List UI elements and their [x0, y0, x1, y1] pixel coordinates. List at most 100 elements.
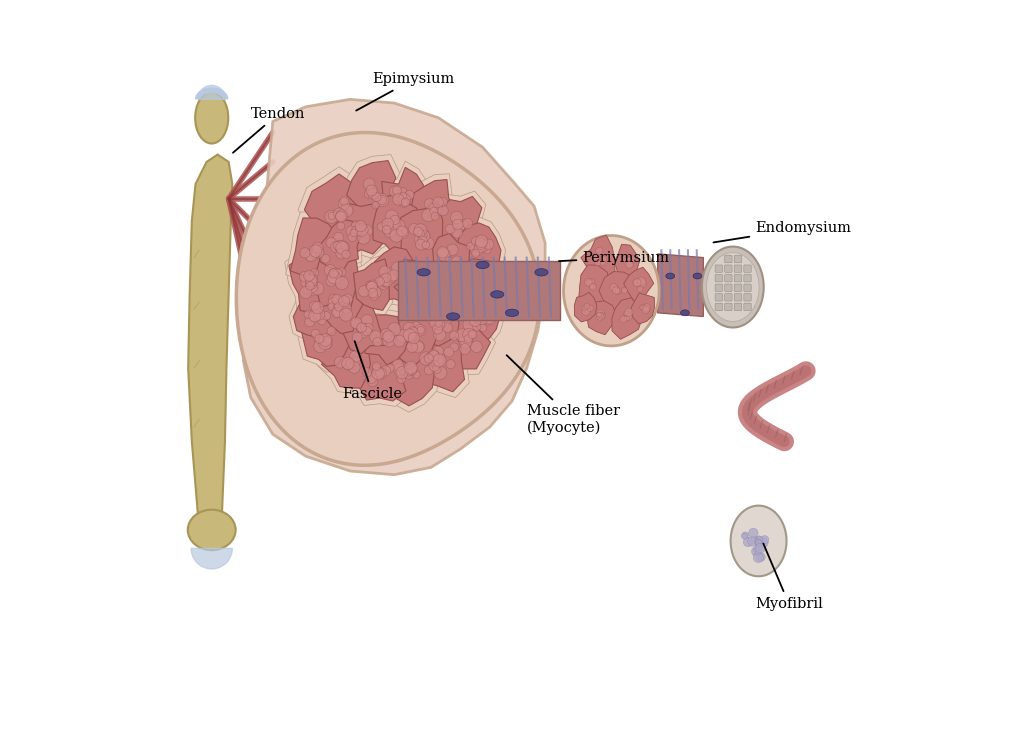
Circle shape [380, 328, 392, 340]
Circle shape [415, 325, 426, 336]
Circle shape [584, 303, 590, 309]
Circle shape [467, 242, 474, 250]
Circle shape [370, 330, 382, 343]
Circle shape [323, 340, 332, 349]
Polygon shape [384, 303, 441, 374]
Circle shape [358, 227, 366, 235]
Circle shape [625, 308, 633, 316]
Circle shape [334, 208, 345, 219]
FancyBboxPatch shape [725, 275, 732, 282]
FancyBboxPatch shape [734, 303, 741, 311]
Circle shape [356, 323, 367, 333]
Circle shape [428, 315, 438, 325]
Polygon shape [346, 160, 396, 226]
Circle shape [388, 322, 401, 336]
Polygon shape [285, 248, 340, 318]
Circle shape [463, 328, 475, 341]
Circle shape [477, 279, 487, 289]
Polygon shape [614, 244, 639, 279]
Circle shape [393, 219, 406, 232]
Ellipse shape [476, 261, 489, 269]
Circle shape [355, 221, 367, 232]
Circle shape [322, 339, 331, 349]
Polygon shape [289, 254, 336, 312]
Circle shape [417, 230, 425, 238]
Polygon shape [336, 292, 392, 359]
Circle shape [313, 339, 327, 353]
Circle shape [315, 334, 324, 343]
FancyBboxPatch shape [725, 265, 732, 272]
Circle shape [309, 245, 322, 258]
Polygon shape [367, 241, 419, 308]
Polygon shape [342, 155, 400, 232]
Circle shape [335, 356, 346, 368]
Circle shape [761, 536, 769, 544]
Circle shape [342, 357, 354, 369]
Circle shape [610, 283, 617, 291]
Circle shape [348, 361, 360, 373]
Circle shape [335, 302, 343, 311]
Circle shape [410, 283, 419, 291]
Polygon shape [382, 167, 427, 224]
Circle shape [336, 241, 349, 255]
Circle shape [454, 289, 466, 302]
Circle shape [757, 553, 765, 562]
Circle shape [305, 316, 314, 327]
Circle shape [346, 226, 356, 236]
Circle shape [305, 277, 317, 289]
Circle shape [340, 204, 353, 217]
Circle shape [415, 234, 425, 244]
Ellipse shape [187, 509, 236, 551]
Text: Myofibril: Myofibril [755, 543, 822, 611]
Circle shape [431, 204, 440, 213]
Circle shape [399, 272, 407, 280]
Circle shape [311, 282, 324, 295]
Circle shape [404, 370, 414, 379]
Circle shape [337, 222, 345, 230]
Polygon shape [599, 272, 635, 313]
Circle shape [368, 188, 379, 199]
Circle shape [300, 286, 312, 299]
Circle shape [301, 276, 313, 289]
Text: Endomysium: Endomysium [714, 221, 851, 242]
Ellipse shape [693, 273, 701, 279]
Circle shape [404, 191, 414, 199]
Circle shape [479, 324, 486, 332]
Circle shape [346, 361, 354, 369]
Circle shape [390, 215, 399, 224]
FancyBboxPatch shape [715, 265, 723, 272]
Circle shape [755, 539, 763, 548]
Circle shape [437, 248, 451, 261]
Circle shape [412, 341, 424, 353]
Circle shape [454, 220, 465, 232]
Circle shape [418, 230, 430, 242]
Polygon shape [400, 203, 449, 270]
Circle shape [305, 250, 317, 262]
Circle shape [620, 316, 627, 323]
Circle shape [389, 272, 396, 279]
Polygon shape [624, 267, 653, 301]
Circle shape [429, 361, 440, 371]
Circle shape [600, 261, 605, 266]
Circle shape [349, 351, 361, 363]
Circle shape [334, 300, 345, 312]
Circle shape [387, 268, 395, 276]
Circle shape [411, 322, 422, 333]
Circle shape [399, 199, 408, 208]
Circle shape [406, 274, 415, 283]
Circle shape [385, 210, 398, 223]
Circle shape [388, 221, 397, 230]
Polygon shape [353, 259, 389, 311]
Circle shape [393, 192, 401, 201]
Polygon shape [365, 315, 409, 365]
Circle shape [381, 366, 391, 376]
Circle shape [332, 294, 342, 305]
Polygon shape [599, 272, 635, 313]
Circle shape [475, 238, 486, 250]
Circle shape [622, 288, 628, 294]
Circle shape [431, 213, 439, 220]
Circle shape [384, 225, 396, 238]
Circle shape [338, 198, 350, 210]
FancyBboxPatch shape [743, 275, 752, 282]
Circle shape [444, 311, 454, 321]
